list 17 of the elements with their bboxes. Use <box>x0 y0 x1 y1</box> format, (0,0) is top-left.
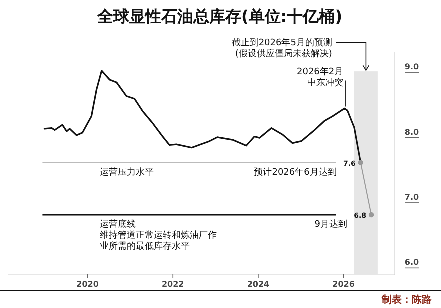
annotation: 9月达到 <box>314 219 348 230</box>
y-tick-label: 7.0 <box>404 192 420 202</box>
x-tick-label: 2026 <box>332 280 356 289</box>
ref-line-label: 运营压力水平 <box>100 166 154 178</box>
ref-line-label: 运营底线 <box>100 219 136 230</box>
annotation: 预计2026年6月达到 <box>254 166 337 178</box>
band-label: 截止到2026年5月的预测(假设供应僵局未获解决) <box>232 38 332 60</box>
y-tick-label: 8.0 <box>404 128 420 137</box>
y-tick-label: 9.0 <box>404 62 420 72</box>
chart-title: 全球显性石油总库存(单位:十亿桶) <box>96 7 343 26</box>
annotation: 维持管道正常运转和炼油厂作业所需的最低库存水平 <box>100 230 217 252</box>
x-tick-label: 2022 <box>162 280 184 289</box>
x-tick-label: 2024 <box>247 280 270 289</box>
x-tick-label: 2020 <box>76 280 100 289</box>
text: 制表：陈路 <box>381 294 432 306</box>
y-tick-label: 6.0 <box>404 258 420 268</box>
annotation: 2026年2月中东冲突 <box>297 66 344 89</box>
